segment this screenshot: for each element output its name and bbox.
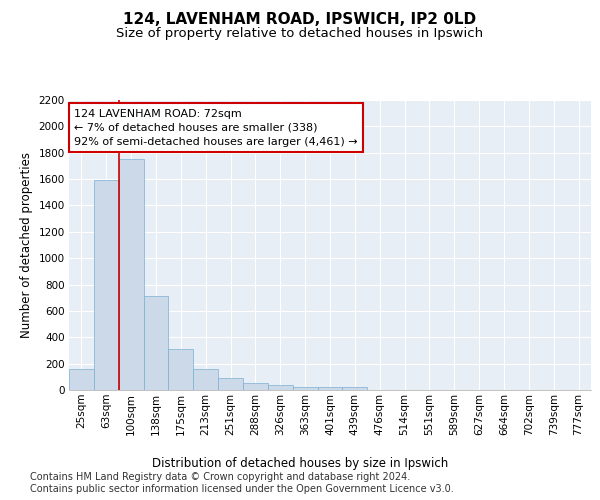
Bar [193,369,218,390]
Bar [69,369,94,390]
Bar [268,386,293,390]
Y-axis label: Number of detached properties: Number of detached properties [20,152,33,338]
Text: 124 LAVENHAM ROAD: 72sqm
← 7% of detached houses are smaller (338)
92% of semi-d: 124 LAVENHAM ROAD: 72sqm ← 7% of detache… [74,108,358,146]
Bar [243,383,268,390]
Text: Size of property relative to detached houses in Ipswich: Size of property relative to detached ho… [116,28,484,40]
Text: Distribution of detached houses by size in Ipswich: Distribution of detached houses by size … [152,458,448,470]
Bar [119,160,143,390]
Bar [94,180,119,390]
Bar [218,378,243,390]
Bar [169,349,193,390]
Bar [143,296,169,390]
Bar [317,388,343,390]
Text: 124, LAVENHAM ROAD, IPSWICH, IP2 0LD: 124, LAVENHAM ROAD, IPSWICH, IP2 0LD [124,12,476,28]
Bar [343,388,367,390]
Text: Contains HM Land Registry data © Crown copyright and database right 2024.
Contai: Contains HM Land Registry data © Crown c… [30,472,454,494]
Bar [293,386,317,390]
